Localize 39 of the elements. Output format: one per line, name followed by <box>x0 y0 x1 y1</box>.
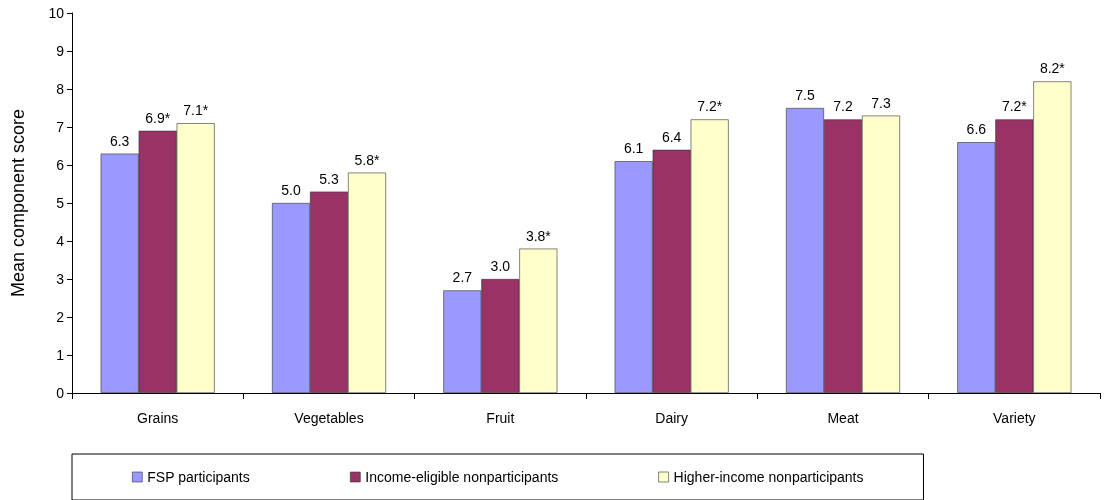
data-label: 8.2* <box>1039 60 1066 77</box>
data-label: 7.5 <box>795 87 815 103</box>
data-label: 7.2* <box>697 98 723 115</box>
y-tick-label: 5 <box>56 195 65 211</box>
data-label: 7.3 <box>871 94 891 111</box>
data-label: 7.2* <box>1001 98 1028 115</box>
y-tick-label: 6 <box>56 157 65 173</box>
data-label: 7.2 <box>833 98 853 115</box>
x-tick-label: Dairy <box>655 410 688 426</box>
data-label: 6.3 <box>109 132 130 149</box>
data-label: 2.7 <box>452 269 473 286</box>
y-tick-label: 8 <box>56 81 65 97</box>
data-label: 6.9* <box>145 109 171 126</box>
data-label: 5.3 <box>319 170 339 187</box>
data-label: 3.8* <box>525 227 552 244</box>
legend-label: Higher-income nonparticipants <box>673 469 864 485</box>
data-label: 7.1* <box>183 102 209 119</box>
y-tick-label: 7 <box>56 119 65 135</box>
x-tick-label: Grains <box>137 410 179 426</box>
data-label: 6.4 <box>661 128 682 145</box>
y-tick-label: 9 <box>56 43 65 59</box>
x-tick-label: Vegetables <box>294 410 364 426</box>
x-tick-label: Fruit <box>486 410 515 426</box>
legend-label: Income-eligible nonparticipants <box>365 469 559 485</box>
y-tick-label: 3 <box>56 271 65 287</box>
y-tick-label: 4 <box>56 233 65 249</box>
data-label: 3.0 <box>490 258 511 274</box>
y-tick-label: 1 <box>56 347 65 363</box>
y-tick-label: 10 <box>48 5 65 21</box>
x-tick-label: Variety <box>993 410 1036 426</box>
data-label: 6.1 <box>623 140 644 157</box>
x-tick-label: Meat <box>827 410 859 426</box>
legend-label: FSP participants <box>147 469 250 485</box>
y-tick-label: 2 <box>56 309 65 325</box>
y-tick-label: 0 <box>56 385 65 401</box>
y-axis-title: Mean component score <box>8 108 28 298</box>
data-label: 5.0 <box>281 182 301 198</box>
data-label: 5.8* <box>354 151 380 168</box>
data-label: 6.6 <box>966 121 987 138</box>
